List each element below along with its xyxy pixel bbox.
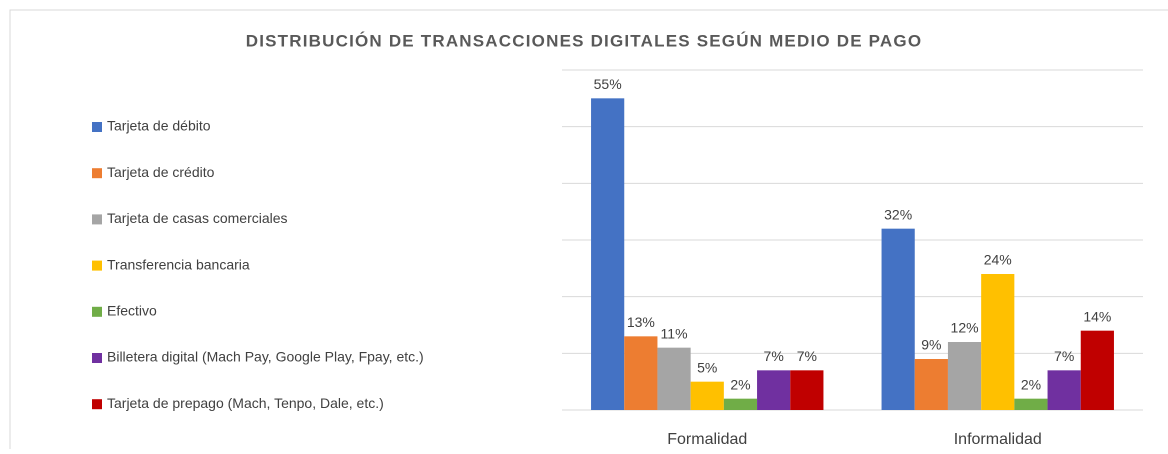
x-tick-label: Informalidad (954, 431, 1042, 448)
bar (690, 381, 724, 410)
value-label: 12% (951, 320, 979, 336)
bar (790, 370, 824, 410)
x-tick-label: Formalidad (667, 431, 747, 448)
value-label: 7% (764, 348, 784, 364)
bar (624, 336, 658, 410)
legend-swatch (92, 122, 102, 132)
legend-swatch (92, 353, 102, 363)
value-label: 55% (594, 76, 622, 92)
bar (914, 359, 948, 410)
bar (1080, 330, 1114, 410)
bar (723, 398, 758, 410)
legend-label: Billetera digital (Mach Pay, Google Play… (107, 349, 424, 365)
legend-label: Tarjeta de prepago (Mach, Tenpo, Dale, e… (107, 395, 384, 411)
bar (657, 347, 691, 410)
legend-label: Efectivo (107, 303, 157, 319)
bar (757, 370, 791, 410)
legend-label: Transferencia bancaria (107, 256, 250, 272)
chart-title: DISTRIBUCIÓN DE TRANSACCIONES DIGITALES … (246, 31, 923, 50)
bar (591, 98, 625, 410)
bar (947, 342, 982, 410)
bar (881, 228, 915, 410)
value-label: 5% (697, 359, 717, 375)
legend-swatch (92, 168, 102, 179)
value-label: 32% (884, 206, 912, 222)
value-label: 13% (627, 314, 655, 330)
legend-swatch (92, 399, 102, 410)
value-label: 2% (1021, 376, 1041, 392)
legend-swatch (92, 214, 102, 225)
legend-label: Tarjeta de casas comerciales (107, 210, 288, 226)
value-label: 2% (730, 376, 750, 392)
value-label: 9% (921, 337, 941, 353)
bar (981, 274, 1015, 410)
value-label: 24% (984, 252, 1012, 268)
value-label: 7% (797, 348, 817, 364)
value-label: 11% (661, 325, 688, 341)
bar (1014, 398, 1048, 410)
legend-swatch (92, 306, 102, 317)
legend-label: Tarjeta de débito (107, 118, 211, 134)
value-label: 7% (1054, 348, 1074, 364)
value-label: 14% (1083, 308, 1111, 324)
legend-label: Tarjeta de crédito (107, 164, 215, 180)
legend-swatch (92, 260, 102, 271)
bar (1047, 370, 1081, 410)
